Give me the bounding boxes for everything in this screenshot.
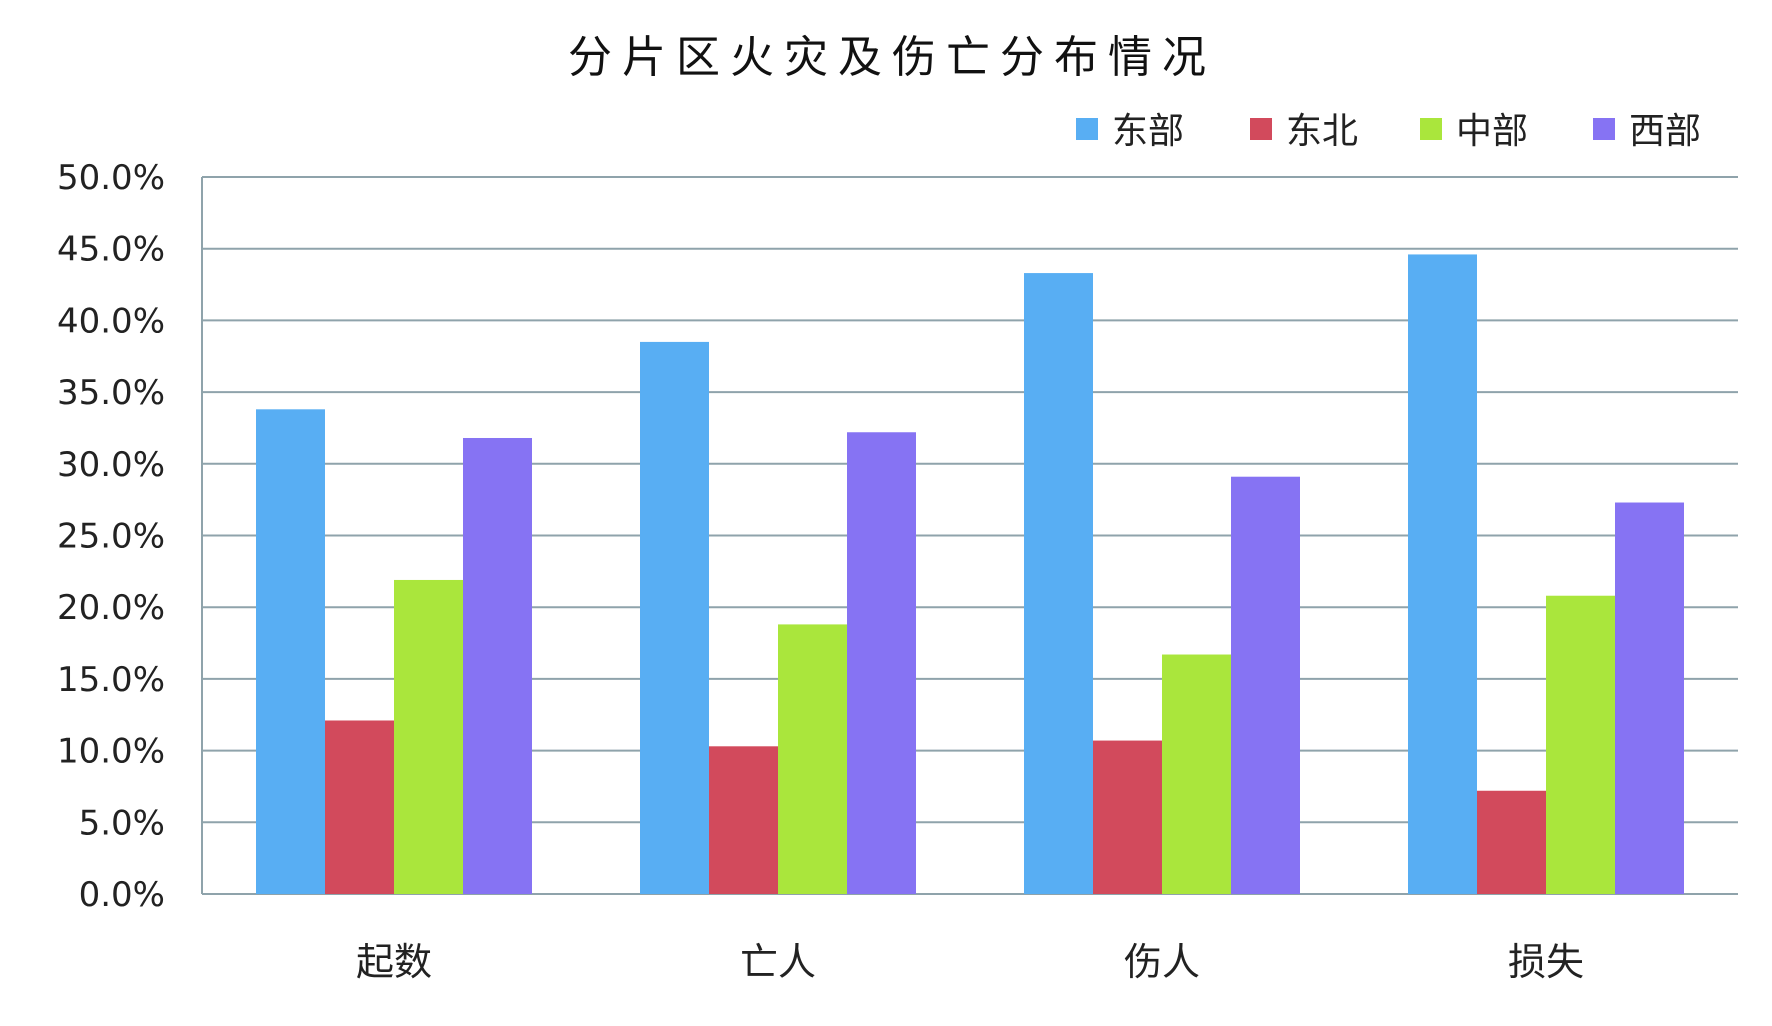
bar-东北-损失 [1477,790,1546,894]
bar-东北-亡人 [709,746,778,894]
bar-东北-起数 [325,720,394,894]
bar-西部-损失 [1615,502,1684,894]
bar-东部-亡人 [640,341,709,894]
legend-swatch [1593,118,1615,140]
bar-东北-伤人 [1093,740,1162,894]
legend-item: 西部 [1593,111,1701,152]
legend-swatch [1076,118,1098,140]
bar-中部-伤人 [1162,654,1231,894]
legend-item: 东北 [1250,111,1358,152]
bar-中部-起数 [394,579,463,894]
x-category-label: 损失 [1508,940,1584,984]
x-category-label: 起数 [356,940,432,984]
y-tick-label: 25.0% [57,517,165,557]
bar-西部-起数 [463,437,532,894]
legend-item: 中部 [1420,111,1528,152]
y-tick-label: 10.0% [57,732,165,772]
y-tick-label: 35.0% [57,373,165,413]
bar-东部-损失 [1408,254,1477,894]
chart-title: 分片区火灾及伤亡分布情况 [568,32,1216,83]
y-tick-label: 50.0% [57,158,165,198]
bar-中部-损失 [1546,595,1615,894]
bar-东部-起数 [256,409,325,894]
x-category-label: 亡人 [740,940,816,984]
x-category-label: 伤人 [1124,940,1200,984]
y-tick-label: 40.0% [57,301,165,341]
bar-东部-伤人 [1024,273,1093,894]
legend-label: 东北 [1286,111,1358,152]
legend-swatch [1250,118,1272,140]
y-tick-label: 0.0% [79,875,165,915]
legend-label: 中部 [1456,111,1528,152]
bar-中部-亡人 [778,624,847,894]
y-tick-label: 20.0% [57,588,165,628]
y-tick-label: 15.0% [57,660,165,700]
legend-swatch [1420,118,1442,140]
legend-label: 西部 [1629,111,1701,152]
y-tick-label: 5.0% [79,803,165,843]
bar-西部-伤人 [1231,476,1300,894]
y-tick-label: 30.0% [57,445,165,485]
bar-西部-亡人 [847,432,916,894]
legend-item: 东部 [1076,111,1184,152]
legend-label: 东部 [1112,111,1184,152]
y-tick-label: 45.0% [57,230,165,270]
